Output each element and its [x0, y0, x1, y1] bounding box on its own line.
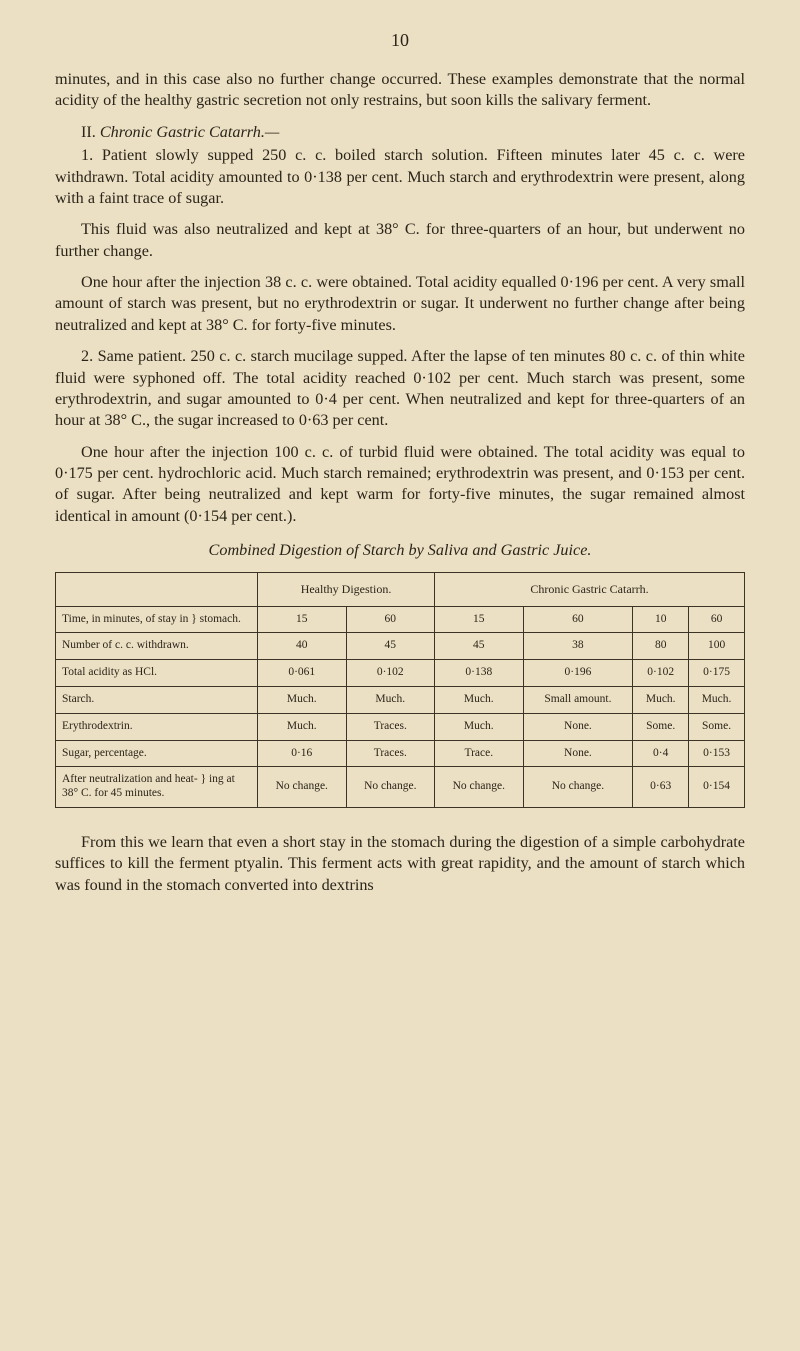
table-cell: 15	[435, 606, 524, 633]
page-number: 10	[55, 30, 745, 51]
section-title-italic: Chronic Gastric Catarrh.—	[100, 123, 279, 141]
table-cell: No change.	[435, 767, 524, 808]
header-empty	[56, 573, 258, 606]
table-cell: Much.	[346, 686, 435, 713]
table-title: Combined Digestion of Starch by Saliva a…	[55, 541, 745, 560]
table-header-row: Healthy Digestion. Chronic Gastric Catar…	[56, 573, 745, 606]
table-cell: 0·175	[689, 660, 745, 687]
paragraph-7: From this we learn that even a short sta…	[55, 832, 745, 896]
table-cell: Traces.	[346, 713, 435, 740]
table-cell: 38	[523, 633, 633, 660]
paragraph-1: minutes, and in this case also no furthe…	[55, 69, 745, 112]
table-cell: 0·102	[633, 660, 689, 687]
table-cell: 80	[633, 633, 689, 660]
table-cell: Some.	[633, 713, 689, 740]
table-cell: 40	[258, 633, 347, 660]
table-cell: Much.	[258, 713, 347, 740]
table-cell: 60	[689, 606, 745, 633]
section-number: II.	[81, 123, 100, 141]
table-cell: None.	[523, 713, 633, 740]
table-cell: 0·196	[523, 660, 633, 687]
table-cell: 60	[523, 606, 633, 633]
table-cell: No change.	[523, 767, 633, 808]
section-heading: II. Chronic Gastric Catarrh.—	[55, 122, 745, 143]
table-cell: Much.	[633, 686, 689, 713]
table-cell: 0·16	[258, 740, 347, 767]
document-page: 10 minutes, and in this case also no fur…	[0, 0, 800, 1351]
paragraph-2: 1. Patient slowly supped 250 c. c. boile…	[55, 145, 745, 209]
table-cell: Some.	[689, 713, 745, 740]
table-cell: No change.	[346, 767, 435, 808]
row-label: Total acidity as HCl.	[56, 660, 258, 687]
table-cell: 0·63	[633, 767, 689, 808]
table-row: Number of c. c. withdrawn. 40 45 45 38 8…	[56, 633, 745, 660]
paragraph-4: One hour after the injection 38 c. c. we…	[55, 272, 745, 336]
table-cell: 60	[346, 606, 435, 633]
row-label: Time, in minutes, of stay in } stomach.	[56, 606, 258, 633]
table-cell: None.	[523, 740, 633, 767]
table-cell: 0·138	[435, 660, 524, 687]
table-cell: 0·4	[633, 740, 689, 767]
table-cell: Traces.	[346, 740, 435, 767]
table-cell: 45	[435, 633, 524, 660]
table-cell: Much.	[689, 686, 745, 713]
row-label: Erythrodextrin.	[56, 713, 258, 740]
table-row: Total acidity as HCl. 0·061 0·102 0·138 …	[56, 660, 745, 687]
table-cell: Trace.	[435, 740, 524, 767]
table-row: Starch. Much. Much. Much. Small amount. …	[56, 686, 745, 713]
table-cell: 100	[689, 633, 745, 660]
digestion-table: Healthy Digestion. Chronic Gastric Catar…	[55, 572, 745, 808]
paragraph-5: 2. Same patient. 250 c. c. starch mucila…	[55, 346, 745, 432]
table-cell: 15	[258, 606, 347, 633]
table-cell: 10	[633, 606, 689, 633]
table-cell: 45	[346, 633, 435, 660]
row-label: Sugar, percentage.	[56, 740, 258, 767]
header-chronic: Chronic Gastric Catarrh.	[435, 573, 745, 606]
table-row: After neutralization and heat- } ing at …	[56, 767, 745, 808]
paragraph-6: One hour after the injection 100 c. c. o…	[55, 442, 745, 528]
table-row: Erythrodextrin. Much. Traces. Much. None…	[56, 713, 745, 740]
row-label: Number of c. c. withdrawn.	[56, 633, 258, 660]
table-row: Sugar, percentage. 0·16 Traces. Trace. N…	[56, 740, 745, 767]
header-healthy: Healthy Digestion.	[258, 573, 435, 606]
table-cell: 0·102	[346, 660, 435, 687]
table-cell: 0·061	[258, 660, 347, 687]
table-cell: Much.	[258, 686, 347, 713]
table-cell: 0·153	[689, 740, 745, 767]
table-cell: No change.	[258, 767, 347, 808]
row-label: After neutralization and heat- } ing at …	[56, 767, 258, 808]
table-cell: Much.	[435, 713, 524, 740]
table-cell: Small amount.	[523, 686, 633, 713]
table-cell: Much.	[435, 686, 524, 713]
table-cell: 0·154	[689, 767, 745, 808]
paragraph-3: This fluid was also neutralized and kept…	[55, 219, 745, 262]
row-label: Starch.	[56, 686, 258, 713]
table-row: Time, in minutes, of stay in } stomach. …	[56, 606, 745, 633]
